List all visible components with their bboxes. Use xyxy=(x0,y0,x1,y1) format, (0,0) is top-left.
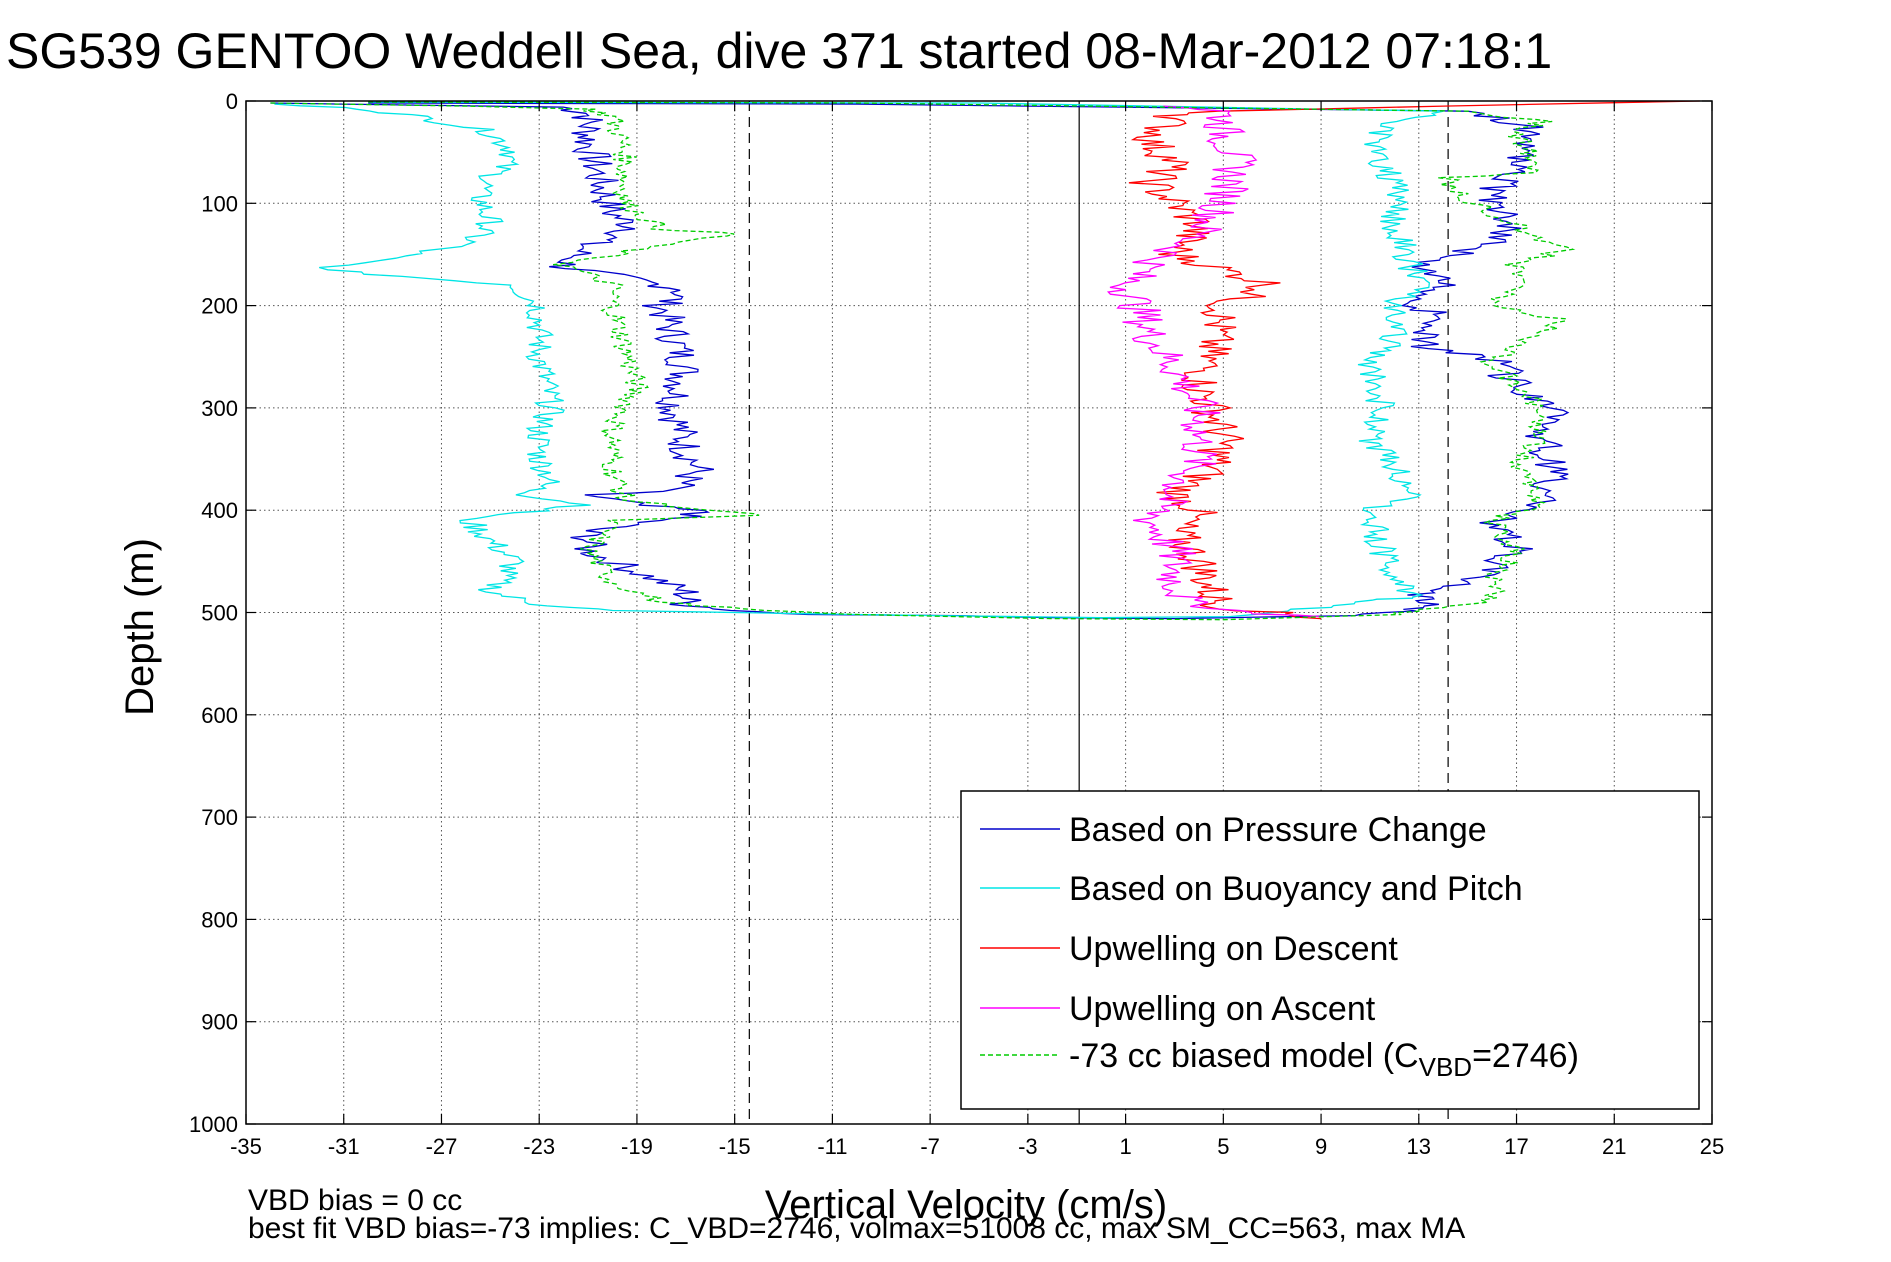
x-tick-label: -11 xyxy=(817,1134,847,1159)
x-tick-label: -27 xyxy=(426,1134,458,1159)
legend-box xyxy=(960,790,1700,1110)
legend-entry-label: Upwelling on Ascent xyxy=(1069,990,1376,1028)
x-tick-label: -35 xyxy=(230,1134,262,1159)
x-tick-label: 21 xyxy=(1602,1134,1626,1159)
chart-title: SG539 GENTOO Weddell Sea, dive 371 start… xyxy=(6,23,1552,79)
y-tick-label: 900 xyxy=(201,1010,238,1035)
x-axis-ticks: -35 -31 -27 -23 -19 -15 -11 -7 -3 1 5 9 13 17 21 25 xyxy=(230,101,1724,1159)
x-tick-label: -15 xyxy=(719,1134,751,1159)
x-tick-label: -31 xyxy=(328,1134,360,1159)
y-tick-label: 100 xyxy=(201,191,238,216)
y-tick-label: 500 xyxy=(201,601,238,626)
x-tick-label: -3 xyxy=(1018,1134,1038,1159)
x-tick-label: 1 xyxy=(1119,1134,1131,1159)
legend-entry-label: -73 cc biased model (CVBD=2746) xyxy=(1069,1037,1579,1082)
y-axis-ticks: 0 100 200 300 400 500 600 700 800 900 1000 xyxy=(189,89,1712,1137)
footer-best-fit: best fit VBD bias=-73 implies: C_VBD=274… xyxy=(248,1212,1465,1245)
x-tick-label: 5 xyxy=(1217,1134,1229,1159)
footer-vbd-bias: VBD bias = 0 cc xyxy=(248,1184,462,1217)
series-line-0 xyxy=(270,102,1570,620)
y-tick-label: 300 xyxy=(201,396,238,421)
y-tick-label: 0 xyxy=(226,89,238,114)
x-tick-label: -23 xyxy=(523,1134,555,1159)
y-tick-label: 800 xyxy=(201,907,238,932)
series-layer xyxy=(270,100,1700,621)
x-tick-label: 17 xyxy=(1504,1134,1528,1159)
series-line-4 xyxy=(270,101,1576,621)
series-line-2 xyxy=(1128,100,1700,620)
x-tick-label: 25 xyxy=(1700,1134,1724,1159)
legend-entry-label: Upwelling on Descent xyxy=(1069,930,1398,968)
x-tick-label: -7 xyxy=(920,1134,940,1159)
legend-entry-label: Based on Pressure Change xyxy=(1069,811,1487,849)
legend-entry-label: Based on Buoyancy and Pitch xyxy=(1069,870,1523,908)
y-tick-label: 1000 xyxy=(189,1112,238,1137)
series-line-1 xyxy=(274,101,1444,619)
x-axis-label: Vertical Velocity (cm/s) xyxy=(765,1183,1167,1227)
series-line-3 xyxy=(1106,105,1322,618)
y-tick-label: 600 xyxy=(201,703,238,728)
x-tick-label: 13 xyxy=(1407,1134,1431,1159)
x-tick-label: -19 xyxy=(621,1134,653,1159)
y-tick-label: 700 xyxy=(201,805,238,830)
y-axis-label: Depth (m) xyxy=(118,538,162,716)
y-tick-label: 200 xyxy=(201,294,238,319)
x-tick-label: 9 xyxy=(1315,1134,1327,1159)
legend: Based on Pressure Change Based on Buoyanc… xyxy=(960,790,1700,1110)
y-tick-label: 400 xyxy=(201,498,238,523)
